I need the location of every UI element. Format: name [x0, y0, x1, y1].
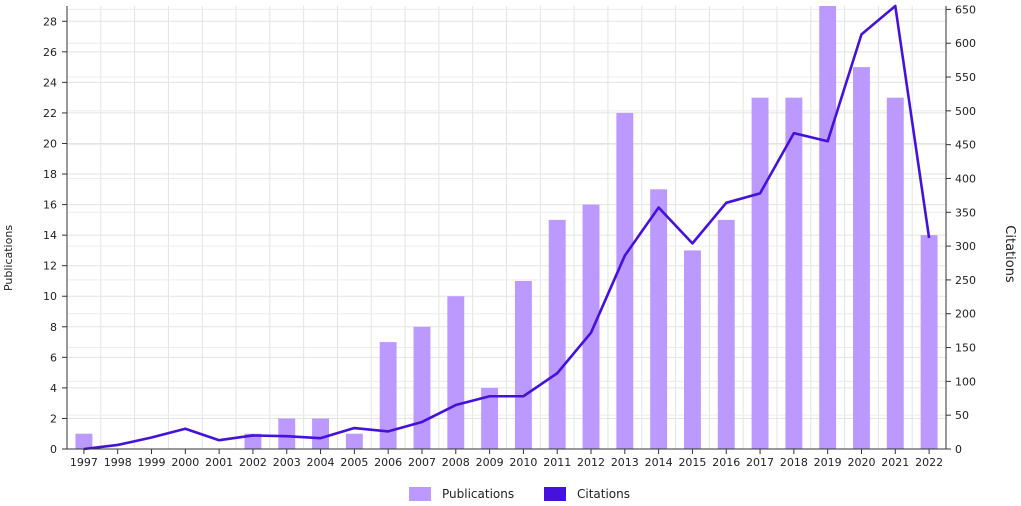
x-tick-label: 2007 — [408, 456, 436, 469]
legend-swatch-publications — [409, 487, 431, 501]
y-tick-label: 2 — [50, 412, 57, 425]
x-tick-label: 1998 — [104, 456, 132, 469]
y2-tick-label: 150 — [955, 342, 976, 355]
y-tick-label: 20 — [43, 137, 57, 150]
x-tick-label: 2010 — [509, 456, 537, 469]
x-tick-label: 2002 — [239, 456, 267, 469]
bar-publications-2003 — [278, 418, 296, 449]
x-tick-label: 2012 — [577, 456, 605, 469]
bar-publications-2009 — [481, 387, 499, 449]
x-tick-label: 2008 — [442, 456, 470, 469]
bar-publications-2008 — [447, 296, 465, 449]
bar-publications-2016 — [717, 219, 735, 449]
y2-tick-label: 250 — [955, 274, 976, 287]
y-axis-title: Publications — [2, 225, 15, 291]
y2-tick-label: 600 — [955, 37, 976, 50]
y-tick-label: 26 — [43, 46, 57, 59]
bar-publications-2022 — [920, 235, 938, 449]
y-tick-label: 14 — [43, 229, 57, 242]
bar-publications-2007 — [413, 326, 431, 449]
bar-publications-2006 — [379, 342, 397, 449]
x-tick-label: 2022 — [915, 456, 943, 469]
grid-lines — [66, 6, 947, 450]
x-tick-label: 2020 — [847, 456, 875, 469]
y-right-tick-labels: 0 50 100 150 200 250 300 350 400 450 500 550 600 650 — [946, 3, 976, 456]
y2-tick-label: 550 — [955, 71, 976, 84]
y-tick-label: 16 — [43, 199, 57, 212]
y2-tick-label: 400 — [955, 172, 976, 185]
x-tick-label: 1997 — [70, 456, 98, 469]
legend: Publications Citations — [409, 487, 630, 501]
bar-publications-2017 — [751, 97, 769, 449]
citations-line — [83, 4, 931, 451]
y-tick-label: 12 — [43, 260, 57, 273]
bar-publications-2015 — [683, 250, 701, 449]
x-tick-label: 2014 — [645, 456, 673, 469]
x-tick-label: 2017 — [746, 456, 774, 469]
x-tick-label: 2013 — [611, 456, 639, 469]
bar-publications-2020 — [853, 67, 870, 449]
y2-tick-label: 450 — [955, 139, 976, 152]
y-tick-label: 22 — [43, 107, 57, 120]
y-tick-label: 18 — [43, 168, 57, 181]
y-tick-label: 4 — [50, 382, 57, 395]
legend-label-citations: Citations — [577, 487, 630, 501]
y-tick-label: 0 — [50, 443, 57, 456]
x-tick-label: 2006 — [374, 456, 402, 469]
x-tick-label: 2003 — [273, 456, 301, 469]
bar-publications-2014 — [650, 189, 668, 449]
bar-publications-2005 — [345, 433, 363, 449]
x-tick-labels: 1997 1998 1999 2000 2001 2002 2003 2004 2005 2006… — [70, 449, 943, 469]
y-tick-label: 6 — [50, 351, 57, 364]
y2-axis-title: Citations — [1002, 225, 1017, 283]
bar-publications-2019 — [819, 6, 837, 449]
x-tick-label: 2016 — [712, 456, 740, 469]
bar-publications-2010 — [514, 280, 532, 449]
y-tick-label: 8 — [50, 321, 57, 334]
legend-swatch-citations — [544, 487, 566, 501]
x-tick-label: 2001 — [205, 456, 233, 469]
bar-publications-2018 — [785, 97, 803, 449]
x-tick-label: 2019 — [814, 456, 842, 469]
y2-tick-label: 0 — [955, 443, 962, 456]
x-tick-label: 1999 — [138, 456, 166, 469]
y-tick-label: 10 — [43, 290, 57, 303]
x-tick-label: 2004 — [307, 456, 335, 469]
axes — [66, 6, 947, 450]
x-tick-label: 2011 — [543, 456, 571, 469]
y2-tick-label: 300 — [955, 240, 976, 253]
bar-publications-2013 — [616, 112, 634, 450]
bar-publications-2011 — [548, 219, 566, 449]
legend-label-publications: Publications — [442, 487, 514, 501]
y2-tick-label: 200 — [955, 308, 976, 321]
bar-publications-2004 — [312, 418, 330, 449]
bar-publications-2012 — [582, 204, 600, 449]
bar-publications-2002 — [244, 433, 262, 449]
y2-tick-label: 50 — [955, 409, 969, 422]
y2-tick-label: 100 — [955, 375, 976, 388]
y2-tick-label: 650 — [955, 3, 976, 16]
x-tick-label: 2005 — [340, 456, 368, 469]
x-tick-label: 2021 — [881, 456, 909, 469]
x-tick-label: 2018 — [780, 456, 808, 469]
x-tick-label: 2000 — [171, 456, 199, 469]
y2-tick-label: 500 — [955, 105, 976, 118]
y-tick-label: 24 — [43, 76, 57, 89]
x-tick-label: 2009 — [476, 456, 504, 469]
y-tick-label: 28 — [43, 15, 57, 28]
y2-tick-label: 350 — [955, 206, 976, 219]
bar-publications-1997 — [75, 433, 93, 449]
x-tick-label: 2015 — [678, 456, 706, 469]
bar-publications-2021 — [886, 97, 904, 449]
